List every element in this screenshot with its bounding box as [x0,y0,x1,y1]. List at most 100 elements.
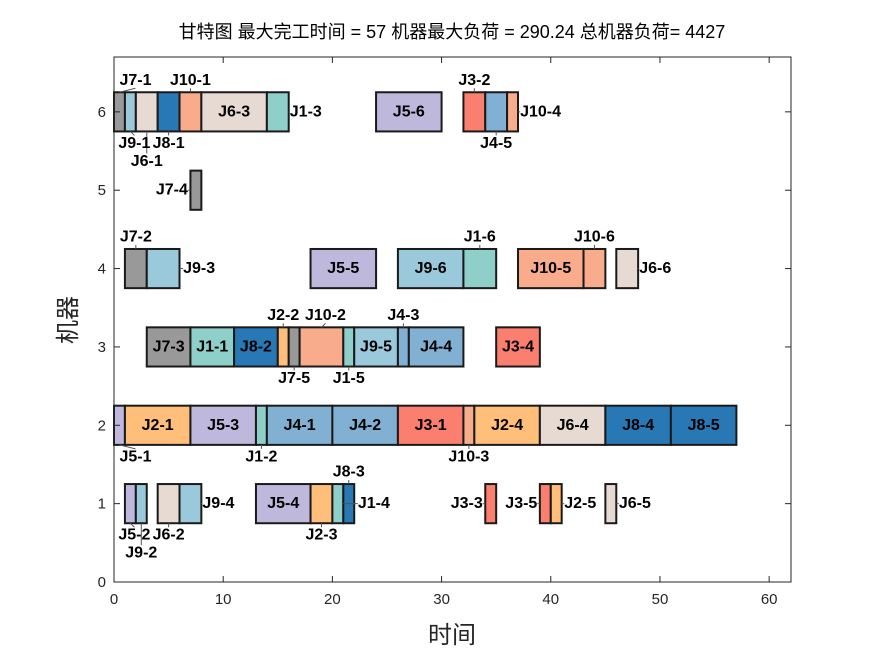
task-bar-J5-2 [123,483,137,525]
task-bar-J1-6 [462,247,498,290]
task-label: J2-4 [491,417,523,434]
task-bar-J10-4 [506,91,520,133]
x-tick-label: 50 [652,591,669,608]
x-tick-label: 0 [110,591,118,608]
task-label: J7-1 [119,72,151,89]
x-tick-label: 60 [761,591,778,608]
task-label: J9-6 [415,260,447,277]
task-bar-J6-4 [538,404,607,446]
task-label: J7-3 [153,338,185,355]
x-axis: 0 10 20 30 40 50 60 [110,57,778,608]
y-tick-label: 1 [98,496,106,513]
task-label: J3-3 [451,495,483,512]
task-label: J8-3 [333,464,365,481]
task-bar-J3-5 [538,483,552,525]
task-bar-J6-6 [615,247,640,290]
task-label: J9-2 [125,545,157,562]
y-axis: 0 1 2 3 4 5 6 [98,104,791,591]
task-labels-layer: J7-1 J9-1J6-1J8-1 J10-1 J6-3 J1-3 J5-6 J3-2 J4-… [118,72,719,562]
task-label: J2-5 [564,495,596,512]
x-tick-label: 20 [324,591,341,608]
task-bar-J8-1 [156,91,181,133]
task-label: J6-2 [153,527,185,544]
y-tick-label: 5 [98,182,106,199]
task-label: J4-1 [284,417,316,434]
task-label: J10-3 [448,448,489,465]
task-label: J5-1 [119,448,151,465]
task-bar-J10-5 [517,247,585,290]
task-bar-J5-5 [309,247,378,290]
y-tick-label: 0 [98,574,106,591]
task-label: J1-3 [290,103,322,120]
task-bar-J6-5 [604,483,618,525]
task-bar-J5-3 [189,404,257,446]
y-axis-label: 机器 [55,296,82,344]
task-bar-J7-3 [145,326,192,368]
label-leader-line [130,131,135,136]
task-label: J9-5 [360,338,392,355]
task-bar-J1-4 [331,483,345,525]
task-bar-J9-2 [134,483,148,525]
task-label: J1-4 [358,495,390,512]
task-label: J6-5 [619,495,651,512]
task-label: J6-3 [218,103,250,120]
task-bar-J3-4 [495,326,541,368]
task-bar-J4-5 [484,91,509,133]
task-label: J8-4 [622,417,654,434]
x-tick-label: 40 [542,591,559,608]
task-label: J10-6 [574,228,615,245]
task-label: J7-2 [120,228,152,245]
task-bar-J5-6 [375,91,443,133]
x-tick-label: 10 [215,591,232,608]
task-label: J1-5 [333,370,365,387]
task-label: J6-1 [131,153,163,170]
task-label: J4-5 [480,135,512,152]
task-label: J10-1 [170,72,211,89]
task-label: J9-3 [183,260,215,277]
x-axis-label: 时间 [428,622,476,649]
task-bar-J7-4 [189,169,203,211]
y-tick-label: 3 [98,339,106,356]
task-label: J9-1 [118,135,150,152]
task-bar-J6-2 [156,483,181,525]
task-bar-J10-2 [298,326,345,368]
chart-title: 甘特图 最大完工时间 = 57 机器最大负荷 = 290.24 总机器负荷= 4… [179,22,726,42]
task-bar-J4-3 [396,326,410,368]
label-leader-line [119,87,136,93]
task-bar-J1-1 [189,326,236,368]
task-label: J10-4 [520,103,561,120]
task-label: J5-2 [118,527,150,544]
task-bar-J2-4 [473,404,541,446]
task-label: J2-1 [142,417,174,434]
task-bar-J9-5 [353,326,399,368]
task-label: J3-4 [502,338,534,355]
task-label: J1-6 [464,228,496,245]
task-label: J6-4 [557,417,589,434]
task-label: J4-4 [420,338,452,355]
task-bar-J3-2 [462,91,487,133]
task-label: J5-5 [327,260,359,277]
task-label: J8-1 [153,135,185,152]
task-bar-J2-1 [123,404,192,446]
task-label: J6-6 [639,260,671,277]
task-bar-J1-2 [254,404,268,446]
task-bar-J2-3 [309,483,334,525]
task-bar-J9-3 [145,247,181,290]
x-tick-label: 30 [433,591,450,608]
task-label: J9-4 [202,495,234,512]
task-label: J1-1 [196,338,228,355]
label-leader-line [130,522,135,528]
label-leader-lines [119,87,640,546]
label-leader-line [119,444,136,450]
plot-area-frame [113,56,792,583]
task-bar-J8-5 [669,404,738,446]
task-bar-J4-2 [331,404,399,446]
task-bar-J7-5 [287,326,301,368]
task-label: J10-2 [305,307,346,324]
task-label: J5-3 [207,417,239,434]
task-label: J2-3 [305,527,337,544]
task-label: J8-5 [688,417,720,434]
task-bar-J7-2 [123,247,148,290]
task-bar-J3-3 [484,483,498,525]
